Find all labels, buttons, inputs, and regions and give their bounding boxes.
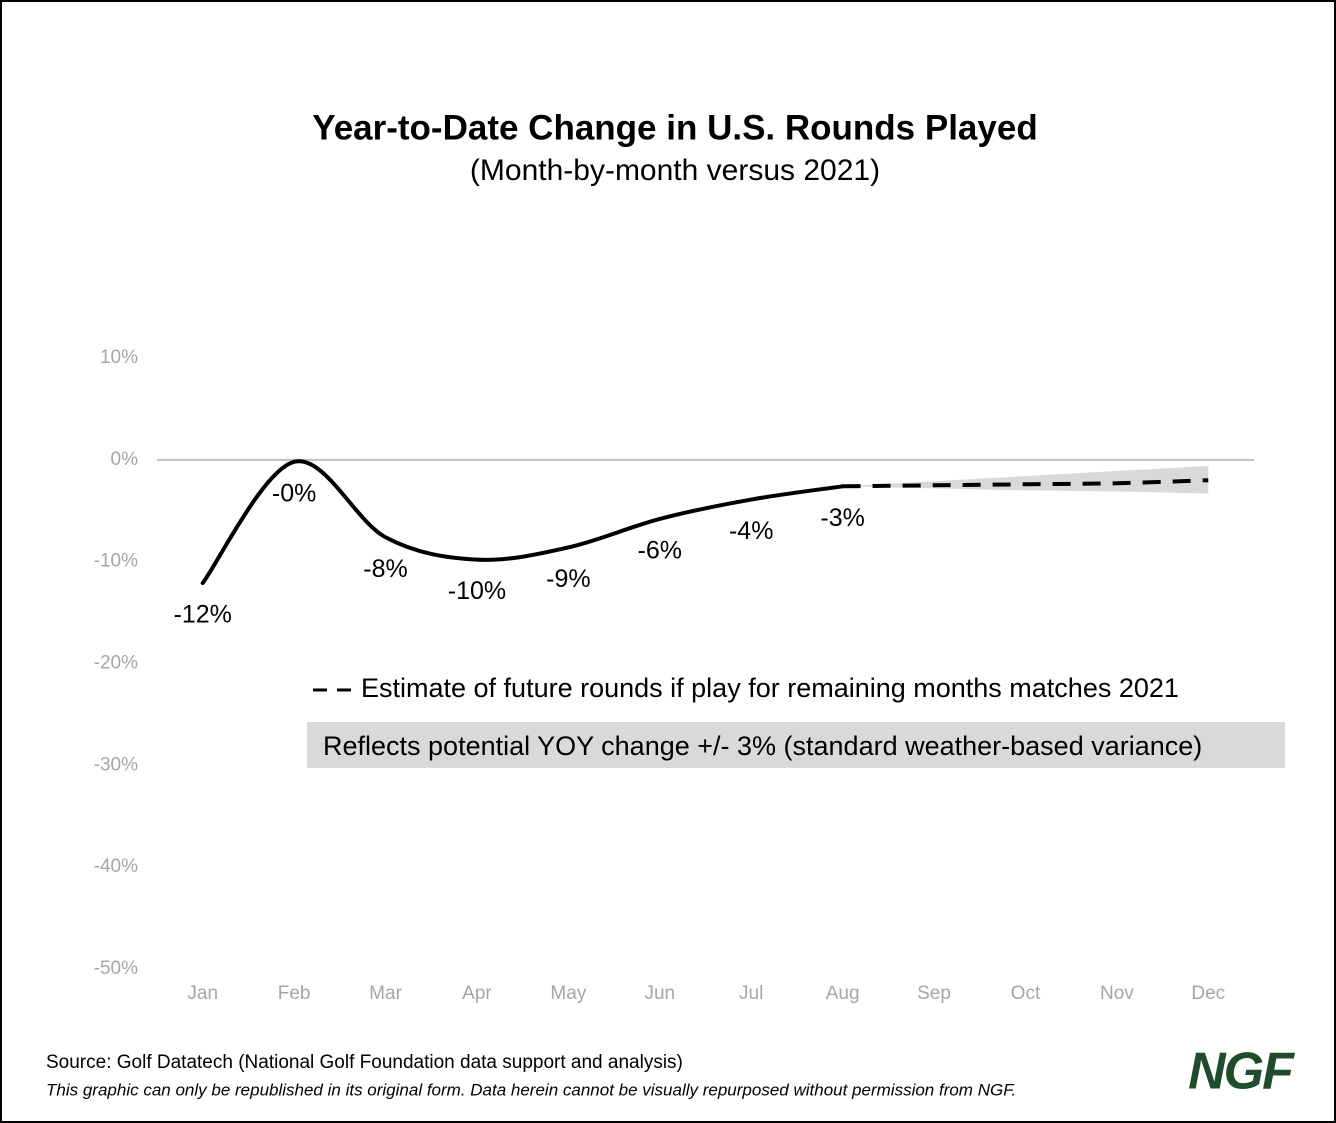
x-tick-label: Jul bbox=[739, 983, 763, 1004]
legend-label: Reflects potential YOY change +/- 3% (st… bbox=[323, 731, 1202, 761]
actual-line bbox=[200, 459, 845, 586]
data-label: -8% bbox=[363, 555, 407, 583]
legend-band-swatch bbox=[307, 722, 1285, 768]
data-label: -0% bbox=[272, 479, 316, 507]
x-tick-label: Dec bbox=[1191, 983, 1225, 1004]
x-tick-label: Jan bbox=[187, 983, 218, 1004]
y-tick-label: -40% bbox=[94, 856, 138, 877]
x-tick-label: Feb bbox=[278, 983, 311, 1004]
y-tick-label: -50% bbox=[94, 958, 138, 979]
x-tick-label: Apr bbox=[462, 983, 492, 1004]
footnote: This graphic can only be republished in … bbox=[46, 1080, 1016, 1099]
data-label: -6% bbox=[638, 537, 682, 565]
x-tick-label: Oct bbox=[1011, 983, 1041, 1004]
x-tick-label: May bbox=[550, 983, 586, 1004]
data-label: -10% bbox=[448, 577, 506, 605]
data-label: -3% bbox=[820, 504, 864, 532]
logo: NGF bbox=[1188, 1043, 1295, 1101]
y-tick-label: -30% bbox=[94, 754, 138, 775]
estimate-line bbox=[842, 478, 1209, 489]
y-tick-label: 0% bbox=[111, 449, 139, 470]
x-tick-label: Aug bbox=[826, 983, 860, 1004]
x-tick-label: Mar bbox=[369, 983, 402, 1004]
data-label: -9% bbox=[546, 565, 590, 593]
y-tick-label: -10% bbox=[94, 551, 138, 572]
x-tick-label: Jun bbox=[644, 983, 675, 1004]
data-label: -4% bbox=[729, 517, 773, 545]
y-tick-label: 10% bbox=[100, 347, 138, 368]
y-tick-label: -20% bbox=[94, 653, 138, 674]
x-tick-label: Nov bbox=[1100, 983, 1134, 1004]
source: Source: Golf Datatech (National Golf Fou… bbox=[46, 1052, 683, 1073]
chart-title: Year-to-Date Change in U.S. Rounds Playe… bbox=[312, 108, 1037, 147]
data-label: -12% bbox=[174, 601, 232, 629]
x-tick-label: Sep bbox=[917, 983, 951, 1004]
legend-label: Estimate of future rounds if play for re… bbox=[361, 673, 1179, 703]
chart-subtitle: (Month-by-month versus 2021) bbox=[470, 154, 880, 187]
